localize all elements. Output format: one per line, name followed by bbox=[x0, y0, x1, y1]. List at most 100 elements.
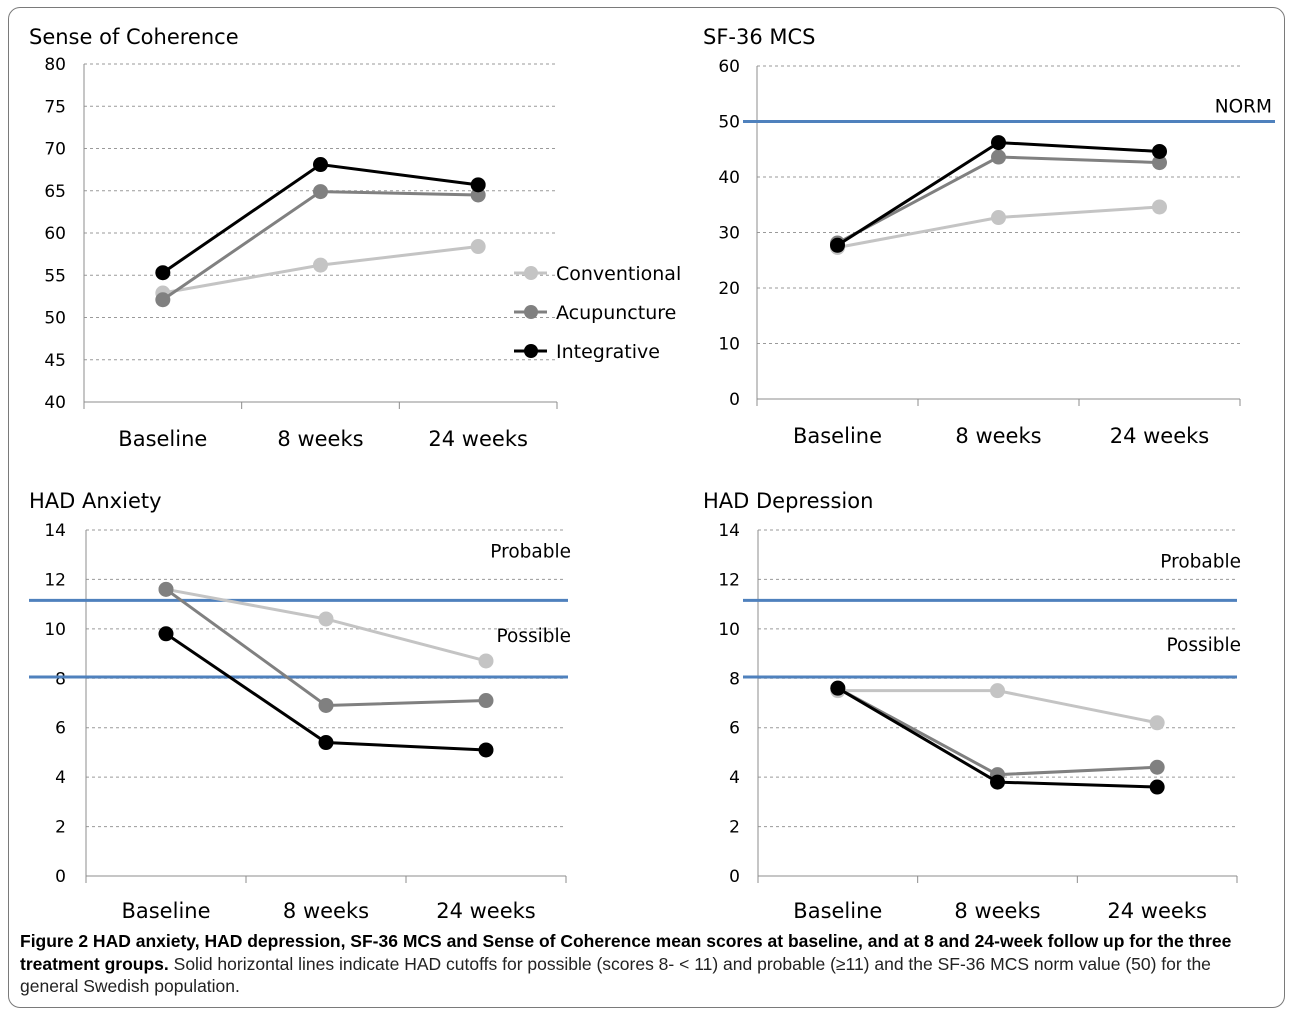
figure-frame bbox=[8, 7, 1285, 1008]
y-tick-label: 4 bbox=[729, 768, 740, 788]
y-tick-label: 10 bbox=[718, 620, 740, 640]
y-tick-label: 8 bbox=[55, 669, 66, 689]
y-tick-label: 14 bbox=[44, 521, 66, 541]
series-3 bbox=[830, 680, 1165, 795]
y-tick-label: 8 bbox=[729, 669, 740, 689]
y-tick-label: 55 bbox=[44, 266, 66, 286]
data-point bbox=[991, 210, 1006, 226]
legend-swatch-marker bbox=[524, 305, 538, 319]
y-tick-label: 60 bbox=[44, 224, 66, 244]
y-tick-label: 50 bbox=[44, 309, 66, 329]
data-point bbox=[1152, 199, 1167, 215]
y-tick-label: 0 bbox=[729, 867, 740, 887]
y-tick-label: 40 bbox=[44, 393, 66, 413]
data-point bbox=[470, 239, 486, 255]
data-point bbox=[830, 237, 845, 253]
series-line bbox=[836, 155, 1160, 245]
data-point bbox=[1149, 715, 1165, 731]
data-point bbox=[991, 149, 1006, 165]
data-point bbox=[1149, 759, 1165, 775]
series-3 bbox=[158, 626, 494, 758]
series-2 bbox=[158, 581, 494, 713]
y-tick-label: 0 bbox=[55, 867, 66, 887]
data-point bbox=[478, 653, 494, 669]
y-tick-label: 60 bbox=[718, 57, 740, 77]
y-tick-label: 10 bbox=[44, 620, 66, 640]
data-point bbox=[990, 683, 1005, 699]
data-point bbox=[1152, 155, 1167, 171]
y-tick-label: 50 bbox=[718, 113, 740, 133]
data-point bbox=[478, 742, 494, 758]
chart-2: SF-36 MCS 0 10 20 30 40 50 60 Baseline 8 weeks 24 … bbox=[703, 25, 1275, 448]
series-line bbox=[837, 686, 1158, 777]
y-tick-label: 70 bbox=[44, 140, 66, 160]
y-tick-label: 4 bbox=[55, 768, 66, 788]
x-category-label: 24 weeks bbox=[1107, 899, 1207, 923]
reference-line-label: Possible bbox=[497, 626, 572, 647]
x-category-label: Baseline bbox=[793, 424, 882, 448]
data-point bbox=[991, 135, 1006, 151]
reference-line-label: Probable bbox=[490, 541, 571, 562]
chart-title: Sense of Coherence bbox=[29, 25, 239, 49]
data-point bbox=[478, 693, 494, 709]
data-point bbox=[313, 157, 328, 173]
legend-item: Integrative bbox=[514, 341, 660, 363]
figure-caption: Figure 2 HAD anxiety, HAD depression, SF… bbox=[20, 930, 1268, 998]
data-point bbox=[158, 581, 174, 597]
y-tick-label: 45 bbox=[44, 351, 66, 371]
y-tick-label: 80 bbox=[44, 55, 66, 75]
data-point bbox=[318, 735, 334, 751]
legend-item: Acupuncture bbox=[514, 302, 676, 324]
legend-swatch-marker bbox=[524, 344, 538, 358]
y-tick-label: 65 bbox=[44, 182, 66, 202]
data-point bbox=[470, 177, 486, 193]
y-tick-label: 2 bbox=[729, 818, 740, 838]
series-line bbox=[165, 632, 487, 752]
x-category-label: Baseline bbox=[793, 899, 882, 923]
legend-label: Conventional bbox=[556, 263, 681, 285]
chart-1: Sense of Coherence 40 45 50 55 60 65 70 75 80 Base… bbox=[29, 25, 681, 451]
series-3 bbox=[155, 157, 486, 281]
series-line bbox=[161, 162, 479, 274]
chart-title: HAD Depression bbox=[703, 489, 873, 513]
series-2 bbox=[830, 149, 1167, 251]
data-point bbox=[1149, 779, 1165, 795]
x-category-label: 24 weeks bbox=[428, 427, 528, 451]
legend: Conventional Acupuncture Integrative bbox=[514, 263, 681, 363]
x-category-label: 8 weeks bbox=[283, 899, 369, 923]
data-point bbox=[313, 257, 328, 273]
chart-3: HAD Anxiety 0 2 4 6 8 10 12 14 Baseline 8 weeks 24 … bbox=[29, 489, 571, 923]
x-category-label: Baseline bbox=[118, 427, 207, 451]
y-tick-label: 12 bbox=[718, 570, 740, 590]
legend-swatch-marker bbox=[524, 266, 538, 280]
x-category-label: 24 weeks bbox=[1110, 424, 1210, 448]
y-tick-label: 14 bbox=[718, 521, 740, 541]
y-tick-label: 75 bbox=[44, 97, 66, 117]
y-tick-label: 2 bbox=[55, 818, 66, 838]
x-category-label: 8 weeks bbox=[277, 427, 363, 451]
y-tick-label: 6 bbox=[55, 719, 66, 739]
y-tick-label: 6 bbox=[729, 719, 740, 739]
y-tick-label: 30 bbox=[718, 224, 740, 244]
x-category-label: Baseline bbox=[121, 899, 210, 923]
y-tick-label: 40 bbox=[718, 168, 740, 188]
chart-title: SF-36 MCS bbox=[703, 25, 816, 49]
series-3 bbox=[830, 135, 1167, 253]
data-point bbox=[313, 184, 328, 200]
data-point bbox=[830, 680, 846, 696]
y-tick-label: 12 bbox=[44, 570, 66, 590]
data-point bbox=[158, 626, 174, 642]
caption-text: Solid horizontal lines indicate HAD cuto… bbox=[20, 953, 1211, 997]
series-1 bbox=[158, 581, 494, 669]
data-point bbox=[155, 265, 171, 281]
chart-title: HAD Anxiety bbox=[29, 489, 162, 513]
legend-label: Acupuncture bbox=[556, 302, 676, 324]
x-category-label: 8 weeks bbox=[954, 899, 1040, 923]
data-point bbox=[318, 611, 334, 627]
x-category-label: 24 weeks bbox=[436, 899, 536, 923]
caption-bold: Figure 2 HAD anxiety, HAD depression, SF… bbox=[20, 931, 1232, 974]
y-tick-label: 10 bbox=[718, 335, 740, 355]
legend-item: Conventional bbox=[514, 263, 681, 285]
chart-4: HAD Depression 0 2 4 6 8 10 12 14 Baseline 8 weeks… bbox=[703, 489, 1241, 923]
